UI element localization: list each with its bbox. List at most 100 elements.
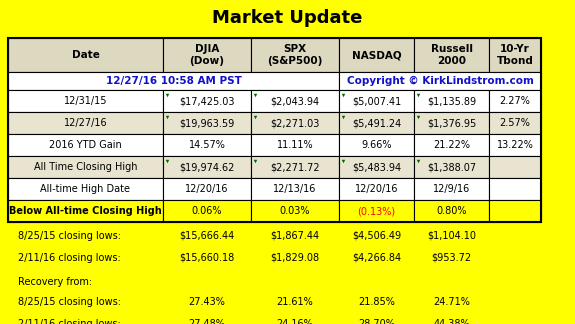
Text: 2/11/16 closing lows:: 2/11/16 closing lows: bbox=[18, 319, 121, 324]
Text: (0.13%): (0.13%) bbox=[358, 206, 396, 216]
Text: 0.06%: 0.06% bbox=[191, 206, 223, 216]
Text: 8/25/15 closing lows:: 8/25/15 closing lows: bbox=[18, 231, 121, 241]
Bar bbox=[163, 112, 251, 134]
Bar bbox=[339, 178, 414, 200]
Bar bbox=[489, 112, 541, 134]
Bar bbox=[339, 112, 414, 134]
Text: 8/25/15 closing lows:: 8/25/15 closing lows: bbox=[18, 297, 121, 307]
Text: $1,867.44: $1,867.44 bbox=[270, 231, 320, 241]
Bar bbox=[163, 90, 251, 112]
Bar bbox=[414, 112, 489, 134]
Text: NASDAQ: NASDAQ bbox=[352, 50, 401, 60]
Bar bbox=[163, 178, 251, 200]
Text: $2,271.72: $2,271.72 bbox=[270, 162, 320, 172]
Text: Russell
2000: Russell 2000 bbox=[431, 44, 473, 66]
Text: 12/9/16: 12/9/16 bbox=[433, 184, 470, 194]
Bar bbox=[489, 156, 541, 178]
Text: 21.61%: 21.61% bbox=[277, 297, 313, 307]
Text: Date: Date bbox=[71, 50, 99, 60]
Text: 12/20/16: 12/20/16 bbox=[355, 184, 398, 194]
Text: $1,388.07: $1,388.07 bbox=[427, 162, 476, 172]
Text: $1,829.08: $1,829.08 bbox=[270, 253, 320, 263]
Text: $15,660.18: $15,660.18 bbox=[179, 253, 235, 263]
Text: Market Update: Market Update bbox=[212, 9, 363, 27]
Text: 12/27/16 10:58 AM PST: 12/27/16 10:58 AM PST bbox=[106, 76, 242, 86]
Text: 12/20/16: 12/20/16 bbox=[185, 184, 229, 194]
Text: $5,491.24: $5,491.24 bbox=[352, 118, 401, 128]
Text: $4,266.84: $4,266.84 bbox=[352, 253, 401, 263]
Text: $15,666.44: $15,666.44 bbox=[179, 231, 235, 241]
Bar bbox=[163, 156, 251, 178]
Text: All Time Closing High: All Time Closing High bbox=[34, 162, 137, 172]
Text: $19,974.62: $19,974.62 bbox=[179, 162, 235, 172]
Text: 12/27/16: 12/27/16 bbox=[64, 118, 108, 128]
Text: 24.71%: 24.71% bbox=[433, 297, 470, 307]
Bar bbox=[251, 90, 339, 112]
Bar bbox=[8, 112, 163, 134]
Text: $953.72: $953.72 bbox=[431, 253, 472, 263]
Bar bbox=[339, 200, 414, 222]
Text: 10-Yr
Tbond: 10-Yr Tbond bbox=[497, 44, 534, 66]
Bar bbox=[8, 38, 541, 222]
Text: 27.43%: 27.43% bbox=[189, 297, 225, 307]
Bar bbox=[414, 38, 489, 72]
Bar bbox=[163, 38, 251, 72]
Text: 21.22%: 21.22% bbox=[433, 140, 470, 150]
Bar bbox=[414, 178, 489, 200]
Text: 9.66%: 9.66% bbox=[361, 140, 392, 150]
Text: 2/11/16 closing lows:: 2/11/16 closing lows: bbox=[18, 253, 121, 263]
Text: $2,271.03: $2,271.03 bbox=[270, 118, 320, 128]
Bar bbox=[251, 134, 339, 156]
Text: All-time High Date: All-time High Date bbox=[40, 184, 131, 194]
Bar bbox=[489, 38, 541, 72]
Bar bbox=[339, 38, 414, 72]
Text: 12/13/16: 12/13/16 bbox=[273, 184, 317, 194]
Bar bbox=[489, 90, 541, 112]
Bar bbox=[8, 90, 163, 112]
Text: 11.11%: 11.11% bbox=[277, 140, 313, 150]
Text: 12/31/15: 12/31/15 bbox=[64, 96, 108, 106]
Text: DJIA
(Dow): DJIA (Dow) bbox=[190, 44, 224, 66]
Bar bbox=[251, 178, 339, 200]
Bar bbox=[489, 134, 541, 156]
Text: $2,043.94: $2,043.94 bbox=[270, 96, 320, 106]
Bar bbox=[339, 134, 414, 156]
Text: 0.80%: 0.80% bbox=[436, 206, 467, 216]
Text: $1,104.10: $1,104.10 bbox=[427, 231, 476, 241]
Bar bbox=[414, 90, 489, 112]
Bar bbox=[163, 200, 251, 222]
Bar bbox=[163, 134, 251, 156]
Text: $5,483.94: $5,483.94 bbox=[352, 162, 401, 172]
Text: 13.22%: 13.22% bbox=[497, 140, 534, 150]
Bar bbox=[489, 200, 541, 222]
Bar bbox=[251, 200, 339, 222]
Bar bbox=[8, 38, 163, 72]
Bar bbox=[489, 178, 541, 200]
Text: 2016 YTD Gain: 2016 YTD Gain bbox=[49, 140, 122, 150]
Bar bbox=[251, 38, 339, 72]
Text: 21.85%: 21.85% bbox=[358, 297, 395, 307]
Bar bbox=[8, 178, 163, 200]
Text: Below All-time Closing High: Below All-time Closing High bbox=[9, 206, 162, 216]
Text: $1,135.89: $1,135.89 bbox=[427, 96, 476, 106]
Text: 27.48%: 27.48% bbox=[189, 319, 225, 324]
Bar bbox=[251, 112, 339, 134]
Text: 24.16%: 24.16% bbox=[277, 319, 313, 324]
Text: SPX
(S&P500): SPX (S&P500) bbox=[267, 44, 323, 66]
Text: Recovery from:: Recovery from: bbox=[18, 277, 92, 287]
Bar bbox=[339, 72, 541, 90]
Text: Copyright © KirkLindstrom.com: Copyright © KirkLindstrom.com bbox=[347, 76, 534, 86]
Text: 28.70%: 28.70% bbox=[358, 319, 395, 324]
Bar bbox=[414, 134, 489, 156]
Bar bbox=[414, 200, 489, 222]
Text: 44.38%: 44.38% bbox=[433, 319, 470, 324]
Bar bbox=[414, 156, 489, 178]
Bar bbox=[8, 72, 339, 90]
Text: 2.57%: 2.57% bbox=[500, 118, 530, 128]
Text: $4,506.49: $4,506.49 bbox=[352, 231, 401, 241]
Text: $1,376.95: $1,376.95 bbox=[427, 118, 476, 128]
Text: $17,425.03: $17,425.03 bbox=[179, 96, 235, 106]
Bar bbox=[251, 156, 339, 178]
Bar bbox=[8, 134, 163, 156]
Bar bbox=[339, 156, 414, 178]
